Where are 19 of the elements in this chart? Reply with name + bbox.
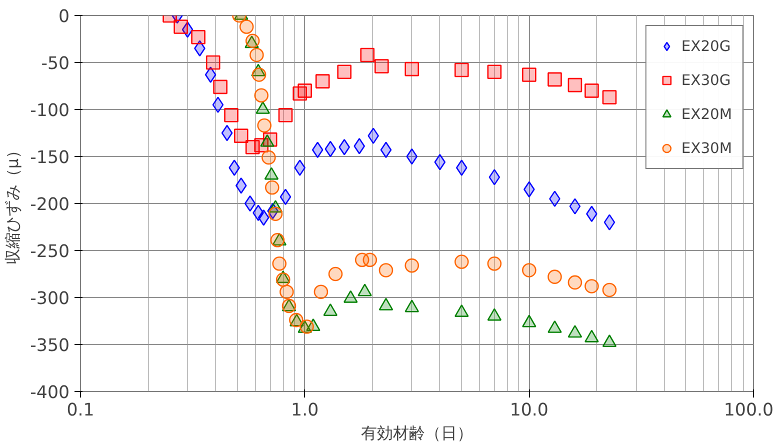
x-tick-label: 10.0 — [510, 400, 548, 420]
y-tick-label: -400 — [30, 383, 70, 403]
legend-label: EX30M — [681, 140, 732, 156]
y-tick-label: -200 — [30, 195, 70, 215]
x-tick-label: 1.0 — [291, 400, 319, 420]
y-tick-label: -350 — [30, 336, 70, 356]
x-tick-label: 100.0 — [724, 400, 773, 420]
y-tick-label: -50 — [41, 54, 70, 74]
legend-label: EX20G — [681, 38, 731, 54]
y-tick-label: -250 — [30, 242, 70, 262]
y-axis-title: 収縮ひずみ（μ） — [3, 142, 22, 265]
legend-label: EX30G — [681, 72, 731, 88]
legend-label: EX20M — [681, 106, 732, 122]
y-tick-label: -300 — [30, 289, 70, 309]
x-axis-title: 有効材齢（日） — [361, 424, 473, 442]
y-tick-label: -100 — [30, 101, 70, 121]
y-tick-label: 0 — [58, 7, 70, 27]
y-tick-label: -150 — [30, 148, 70, 168]
x-tick-label: 0.1 — [66, 400, 94, 420]
